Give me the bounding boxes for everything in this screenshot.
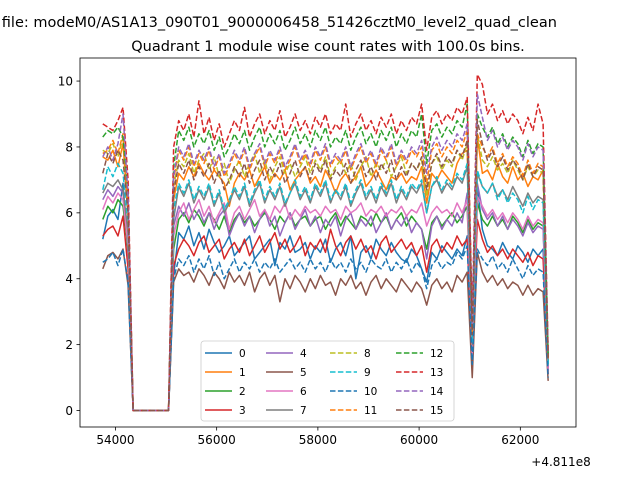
- chart-title: Quadrant 1 module wise count rates with …: [131, 39, 525, 55]
- y-tick-label: 4: [65, 272, 73, 286]
- legend-label-12: 12: [430, 348, 443, 360]
- x-tick-label: 58000: [299, 433, 337, 447]
- y-tick-label: 2: [65, 338, 73, 352]
- series-line-10: [102, 245, 549, 412]
- legend-label-6: 6: [300, 386, 307, 398]
- legend-label-5: 5: [300, 367, 307, 379]
- x-axis: 54000 56000 58000 60000 62000: [96, 427, 539, 447]
- series-layer: [102, 73, 549, 412]
- axes-frame: [79, 57, 577, 428]
- y-tick-label: 0: [65, 404, 73, 418]
- legend-label-9: 9: [364, 367, 371, 379]
- legend-label-11: 11: [364, 405, 377, 417]
- x-tick-label: 56000: [198, 433, 236, 447]
- legend-label-4: 4: [300, 348, 307, 360]
- y-tick-label: 8: [65, 140, 73, 154]
- legend-frame: [200, 340, 455, 422]
- y-tick-label: 6: [65, 206, 73, 220]
- legend-label-8: 8: [364, 348, 371, 360]
- x-axis-offset-label: +4.811e8: [531, 455, 590, 469]
- legend-label-2: 2: [239, 386, 246, 398]
- legend-label-10: 10: [364, 386, 377, 398]
- legend-label-3: 3: [239, 405, 246, 417]
- x-tick-label: 54000: [96, 433, 134, 447]
- legend-label-7: 7: [300, 405, 307, 417]
- legend-label-13: 13: [430, 367, 443, 379]
- legend-label-14: 14: [430, 386, 444, 398]
- plot-area: [79, 57, 577, 428]
- legend-label-1: 1: [239, 367, 246, 379]
- x-tick-label: 62000: [501, 433, 539, 447]
- series-line-15: [102, 119, 549, 412]
- x-tick-label: 60000: [400, 433, 438, 447]
- y-tick-label: 10: [58, 74, 73, 88]
- legend-label-15: 15: [430, 405, 443, 417]
- figure-suptitle: n file: modeM0/AS1A13_090T01_9000006458_…: [0, 15, 557, 31]
- legend-label-0: 0: [239, 348, 246, 360]
- y-axis: 0 2 4 6 8 10: [58, 74, 80, 418]
